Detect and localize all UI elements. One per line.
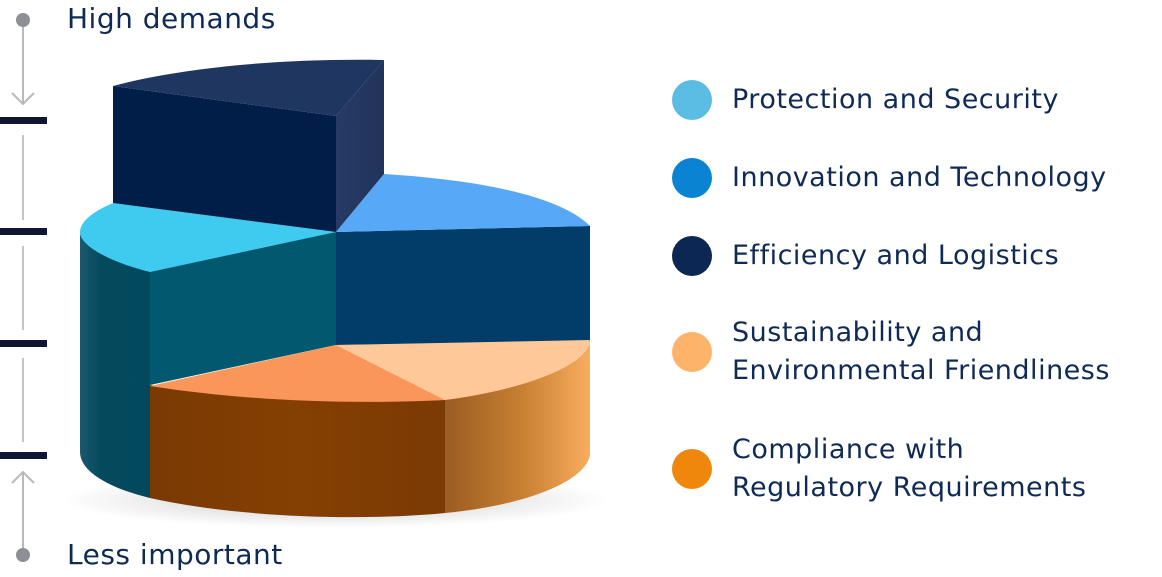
scale-top-label: High demands: [67, 2, 276, 35]
legend-dot-icon: [672, 158, 712, 198]
legend-item-efficiency-logistics: Efficiency and Logistics: [672, 236, 1059, 276]
legend-dot-icon: [672, 449, 712, 489]
legend-item-innovation-technology: Innovation and Technology: [672, 158, 1107, 198]
legend-dot-icon: [672, 236, 712, 276]
scale-tick-1: [0, 452, 47, 459]
legend-dot-icon: [672, 80, 712, 120]
slice-side-front: [113, 86, 336, 232]
legend-label: Sustainability and Environmental Friendl…: [732, 317, 1110, 386]
slice-side-outer: [150, 385, 445, 518]
slice-side-outer: [80, 232, 150, 498]
slice-top: [336, 174, 590, 232]
scale-bottom-dot: [16, 548, 30, 562]
slice-side-right: [336, 60, 384, 232]
legend-item-compliance: Compliance with Regulatory Requirements: [672, 431, 1086, 507]
legend-label: Protection and Security: [732, 84, 1059, 115]
slice-side-outer: [445, 342, 590, 513]
scale-top-arrow-head-icon: [11, 92, 35, 106]
legend-label: Efficiency and Logistics: [732, 240, 1060, 271]
scale-top-dot: [16, 13, 30, 27]
legend-item-sustainability: Sustainability and Environmental Friendl…: [672, 314, 1110, 390]
pie-slice-protection-security: [80, 203, 336, 498]
legend-label: Innovation and Technology: [732, 162, 1107, 193]
scale-tick-3: [0, 228, 47, 235]
scale-bottom-label: Less important: [67, 538, 283, 571]
slice-top: [150, 345, 445, 402]
pie-slice-compliance: [150, 345, 445, 518]
pie-slice-sustainability: [336, 340, 590, 513]
slice-side-cut: [336, 226, 590, 345]
pie-slice-innovation-technology: [336, 174, 590, 345]
slice-top: [113, 59, 384, 116]
slice-side-cut: [150, 232, 336, 385]
slice-top: [80, 203, 336, 272]
scale-tick-4: [0, 117, 47, 124]
importance-scale: [0, 13, 47, 562]
pie-slice-efficiency-logistics: [113, 59, 384, 232]
slice-top: [336, 340, 590, 400]
scale-tick-2: [0, 340, 47, 347]
stepped-3d-pie-chart: [0, 13, 610, 562]
legend-label: Compliance with Regulatory Requirements: [732, 434, 1087, 503]
legend-dot-icon: [672, 332, 712, 372]
legend-item-protection-security: Protection and Security: [672, 80, 1059, 120]
